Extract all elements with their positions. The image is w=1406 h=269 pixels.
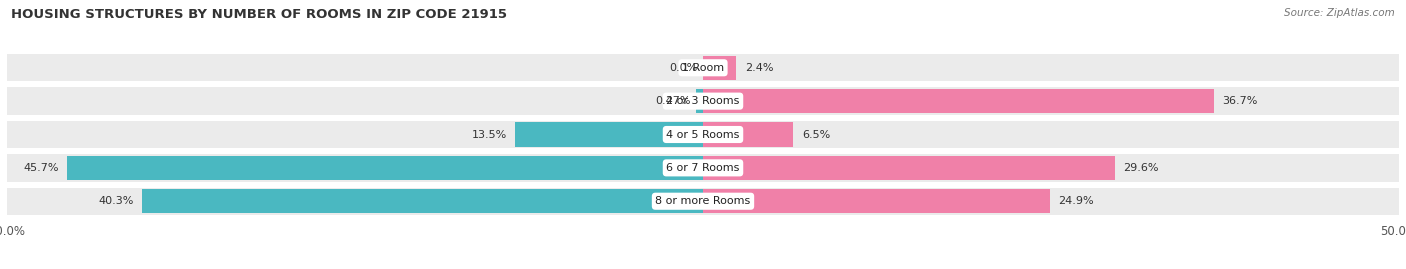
Text: 29.6%: 29.6% [1123,163,1159,173]
Text: 24.9%: 24.9% [1057,196,1094,206]
Text: 4 or 5 Rooms: 4 or 5 Rooms [666,129,740,140]
Bar [703,122,793,147]
Bar [703,56,737,80]
Bar [703,156,1115,180]
Bar [703,89,1213,113]
Text: 13.5%: 13.5% [471,129,506,140]
Bar [142,189,703,213]
Bar [7,54,1399,82]
Bar [7,154,1399,182]
Bar [7,121,1399,148]
Bar [7,187,1399,215]
Text: HOUSING STRUCTURES BY NUMBER OF ROOMS IN ZIP CODE 21915: HOUSING STRUCTURES BY NUMBER OF ROOMS IN… [11,8,508,21]
Text: 36.7%: 36.7% [1222,96,1257,106]
Bar [515,122,703,147]
Text: 0.0%: 0.0% [669,63,697,73]
Text: 1 Room: 1 Room [682,63,724,73]
Text: 40.3%: 40.3% [98,196,134,206]
Text: 2 or 3 Rooms: 2 or 3 Rooms [666,96,740,106]
Text: 45.7%: 45.7% [22,163,59,173]
Text: Source: ZipAtlas.com: Source: ZipAtlas.com [1284,8,1395,18]
Text: 8 or more Rooms: 8 or more Rooms [655,196,751,206]
Bar [703,189,1050,213]
Bar [7,87,1399,115]
Text: 0.47%: 0.47% [655,96,690,106]
Bar [696,89,703,113]
Bar [67,156,703,180]
Text: 2.4%: 2.4% [745,63,773,73]
Text: 6 or 7 Rooms: 6 or 7 Rooms [666,163,740,173]
Text: 6.5%: 6.5% [801,129,830,140]
